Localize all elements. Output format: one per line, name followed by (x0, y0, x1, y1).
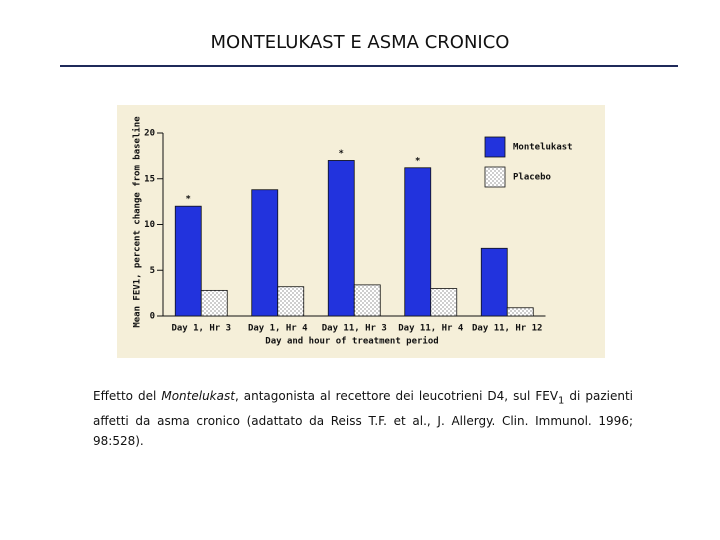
legend-label: Montelukast (513, 143, 573, 153)
bar (277, 286, 305, 317)
bar (251, 189, 279, 317)
x-tick-label: Day 11, Hr 3 (322, 324, 387, 334)
bar (404, 167, 432, 317)
caption-subscript: 1 (558, 395, 565, 407)
x-tick-label: Day 11, Hr 12 (472, 324, 542, 334)
significance-marker: * (186, 195, 191, 205)
legend-label: Placebo (513, 173, 551, 183)
x-tick-label: Day 11, Hr 4 (398, 324, 464, 334)
legend-swatch (484, 136, 506, 158)
caption-text: , antagonista al recettore dei leucotrie… (234, 389, 559, 403)
bar (200, 289, 228, 317)
caption-drug: Montelukast (161, 389, 235, 403)
significance-marker: * (339, 149, 344, 159)
bar (353, 284, 381, 317)
legend-swatch (484, 166, 506, 188)
caption-text: di pazienti affetti da asma cronico (ada… (93, 389, 634, 449)
bar (430, 288, 458, 317)
y-tick-label: 0 (150, 312, 155, 322)
x-tick-label: Day 1, Hr 3 (171, 324, 231, 334)
title-rule (60, 65, 678, 67)
bar (327, 160, 355, 317)
slide-title: MONTELUKAST E ASMA CRONICO (210, 32, 510, 53)
y-tick-label: 10 (144, 220, 155, 230)
bar (506, 307, 534, 317)
caption-text: Effetto del (93, 389, 162, 403)
y-tick-label: 20 (144, 129, 155, 139)
y-tick-label: 15 (144, 174, 155, 184)
y-axis-label: Mean FEV1, percent change from baseline (132, 116, 143, 328)
x-tick-label: Day 1, Hr 4 (248, 324, 308, 334)
chart: Mean FEV1, percent change from baseline … (117, 105, 605, 358)
bar (480, 247, 508, 317)
caption: Effetto del Montelukast, antagonista al … (93, 386, 633, 451)
y-tick-label: 5 (150, 266, 155, 276)
significance-marker: * (415, 156, 420, 166)
bar (174, 205, 202, 317)
x-axis-label: Day and hour of treatment period (265, 336, 438, 347)
